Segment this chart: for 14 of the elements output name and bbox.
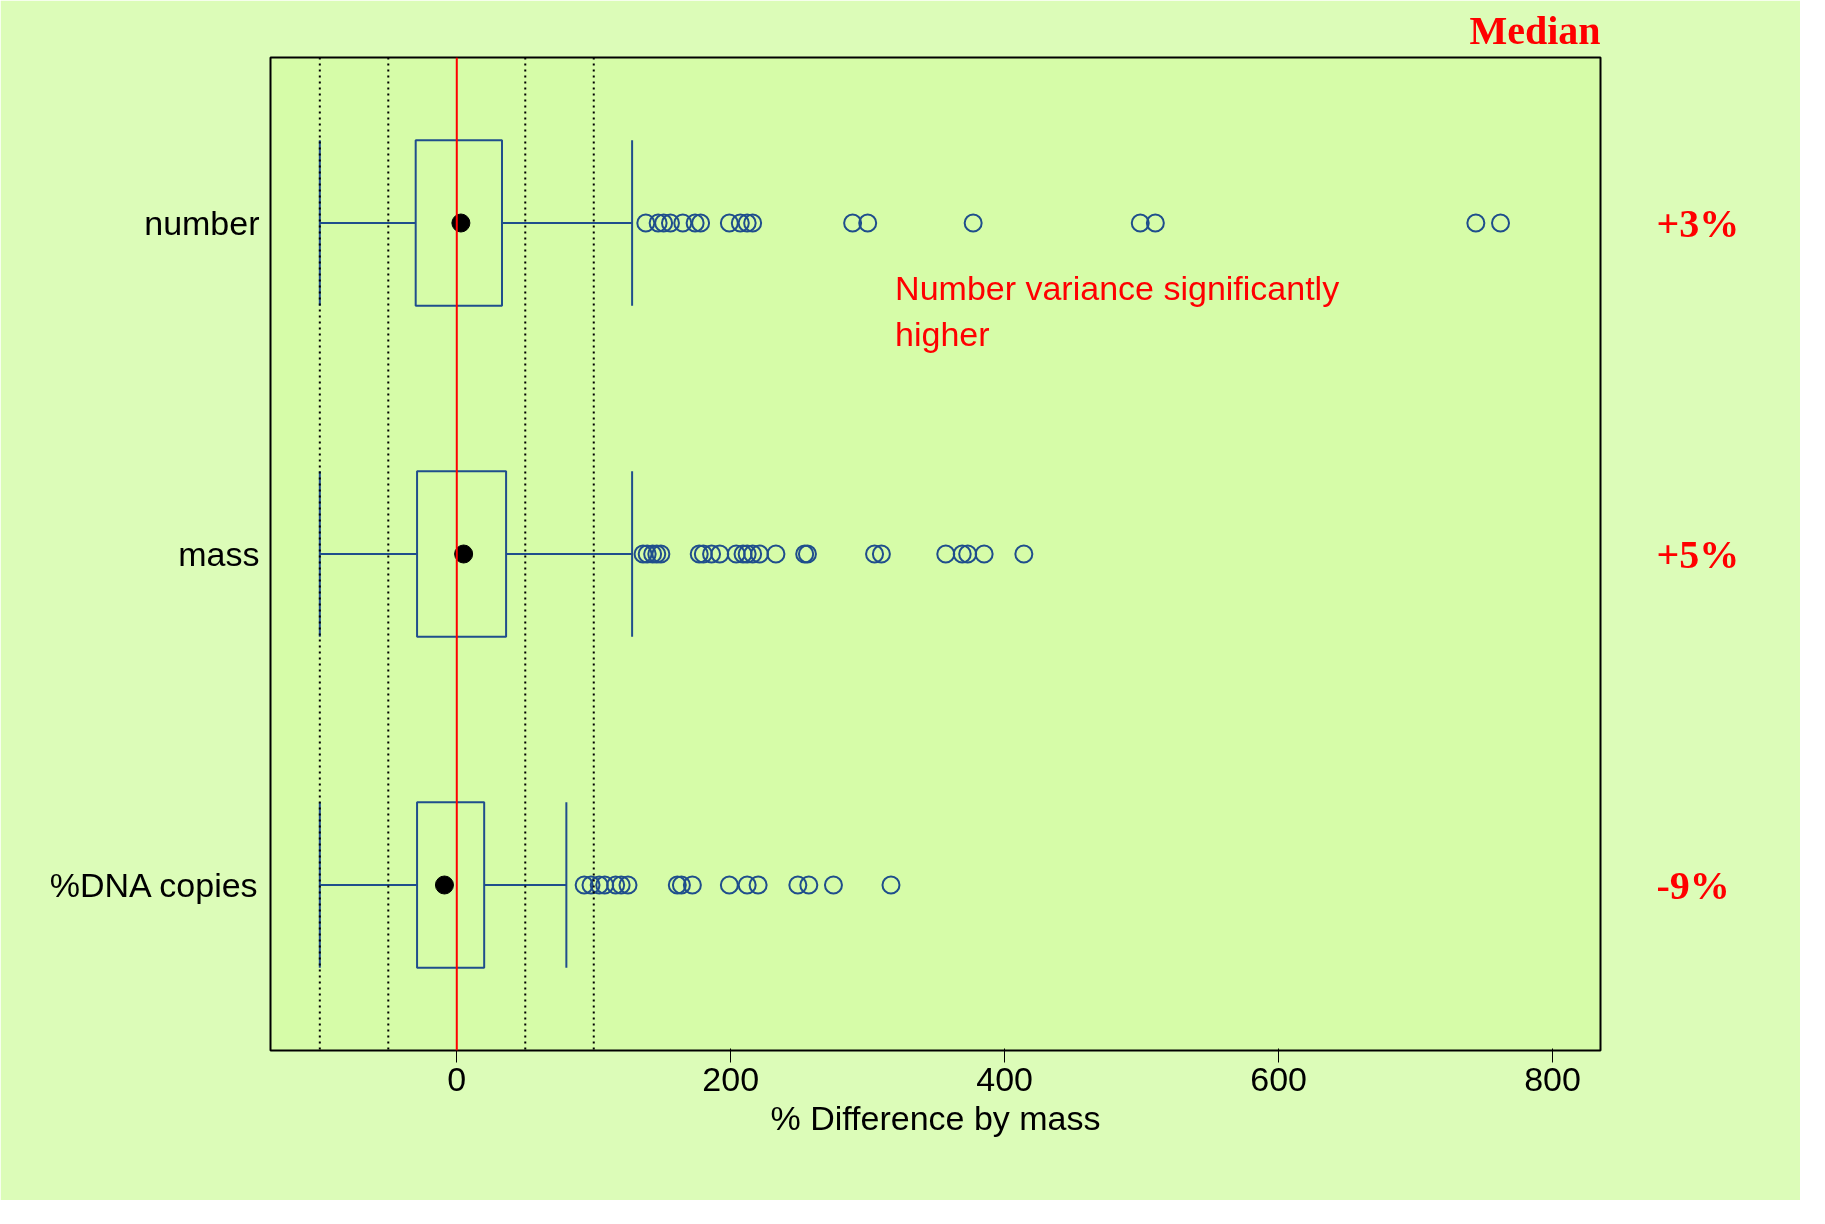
x-axis-title: % Difference by mass — [770, 1098, 1101, 1137]
x-tick-label: 400 — [976, 1059, 1034, 1098]
text: +5% — [1656, 531, 1740, 577]
y-tick-label: mass — [178, 535, 260, 573]
y-tick-label: %DNA copies — [49, 866, 258, 904]
x-tick-label: 600 — [1250, 1059, 1307, 1098]
text: +3% — [1656, 200, 1740, 246]
x-tick-label: 0 — [447, 1059, 467, 1098]
text: -9% — [1656, 862, 1730, 908]
y-tick-label: number — [144, 204, 260, 242]
text: Median — [1469, 7, 1601, 53]
annotation: Number variance significantly higher — [895, 269, 1340, 353]
x-tick-label: 200 — [702, 1059, 760, 1098]
x-tick-label: 800 — [1524, 1059, 1581, 1098]
